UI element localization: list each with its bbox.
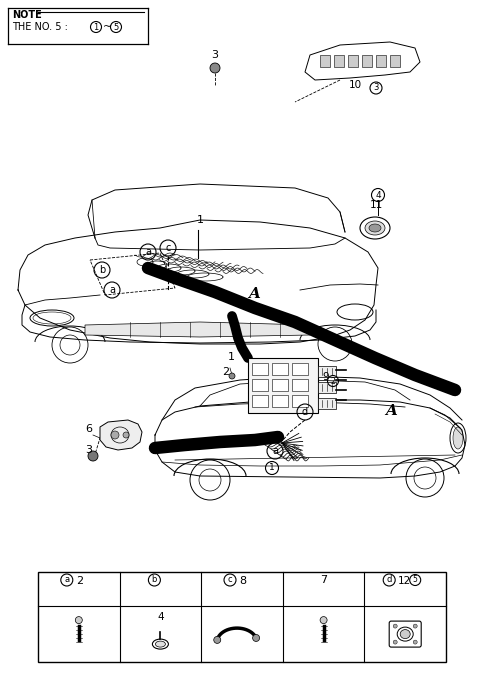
Circle shape [252, 634, 260, 641]
Text: 2: 2 [331, 376, 336, 385]
Text: 6: 6 [85, 424, 92, 434]
Text: c: c [165, 243, 171, 253]
Text: c: c [228, 575, 232, 585]
FancyBboxPatch shape [272, 395, 288, 407]
FancyBboxPatch shape [292, 363, 308, 375]
Text: a: a [145, 247, 151, 257]
Text: 5: 5 [413, 575, 418, 585]
Circle shape [88, 451, 98, 461]
FancyBboxPatch shape [252, 395, 268, 407]
Text: 3: 3 [373, 83, 379, 92]
Text: 8: 8 [239, 576, 246, 586]
FancyBboxPatch shape [318, 366, 336, 377]
Circle shape [393, 640, 397, 644]
FancyBboxPatch shape [318, 398, 336, 409]
Text: 12: 12 [398, 576, 411, 586]
FancyBboxPatch shape [376, 55, 386, 67]
FancyBboxPatch shape [252, 363, 268, 375]
FancyBboxPatch shape [318, 382, 336, 393]
Text: ~: ~ [103, 22, 112, 32]
Ellipse shape [156, 641, 166, 647]
Ellipse shape [400, 630, 410, 638]
Ellipse shape [365, 221, 385, 235]
Text: a: a [64, 575, 70, 585]
Ellipse shape [369, 224, 381, 232]
Circle shape [75, 616, 82, 623]
FancyBboxPatch shape [348, 55, 358, 67]
Text: 2: 2 [222, 367, 229, 377]
Ellipse shape [453, 427, 463, 449]
Polygon shape [305, 42, 420, 80]
Text: 1: 1 [94, 23, 98, 32]
Text: a: a [109, 285, 115, 295]
FancyBboxPatch shape [389, 621, 421, 647]
Text: 4: 4 [157, 612, 164, 622]
FancyBboxPatch shape [292, 395, 308, 407]
Text: 3: 3 [85, 445, 92, 455]
Polygon shape [100, 420, 142, 450]
Text: 1: 1 [269, 464, 275, 473]
Text: 10: 10 [348, 80, 361, 90]
FancyBboxPatch shape [252, 379, 268, 391]
Text: NOTE: NOTE [12, 10, 42, 20]
Text: b: b [99, 265, 105, 275]
Circle shape [123, 432, 129, 438]
Text: 7: 7 [320, 575, 327, 585]
FancyBboxPatch shape [248, 358, 318, 413]
Text: d: d [386, 575, 392, 585]
FancyBboxPatch shape [390, 55, 400, 67]
Text: 1: 1 [196, 215, 204, 225]
Circle shape [413, 624, 417, 628]
Text: 5: 5 [113, 23, 119, 32]
Text: A: A [248, 287, 260, 301]
Circle shape [229, 373, 235, 379]
Circle shape [210, 63, 220, 73]
Text: 11: 11 [370, 200, 383, 210]
Polygon shape [85, 322, 310, 337]
FancyBboxPatch shape [362, 55, 372, 67]
Text: 9: 9 [322, 372, 329, 382]
Text: 1: 1 [228, 352, 235, 362]
Text: b: b [152, 575, 157, 585]
FancyBboxPatch shape [320, 55, 330, 67]
Text: 3: 3 [212, 50, 218, 60]
Circle shape [413, 640, 417, 644]
Text: d: d [302, 407, 308, 417]
FancyBboxPatch shape [272, 379, 288, 391]
FancyBboxPatch shape [292, 379, 308, 391]
Circle shape [320, 616, 327, 623]
Circle shape [393, 624, 397, 628]
Circle shape [111, 431, 119, 439]
Text: a: a [272, 446, 278, 456]
Text: A: A [385, 404, 397, 418]
FancyBboxPatch shape [272, 363, 288, 375]
Text: 2: 2 [76, 576, 83, 586]
FancyBboxPatch shape [334, 55, 344, 67]
Circle shape [214, 636, 221, 643]
FancyBboxPatch shape [38, 572, 446, 662]
Text: 4: 4 [375, 191, 381, 200]
Text: THE NO. 5 :: THE NO. 5 : [12, 22, 71, 32]
